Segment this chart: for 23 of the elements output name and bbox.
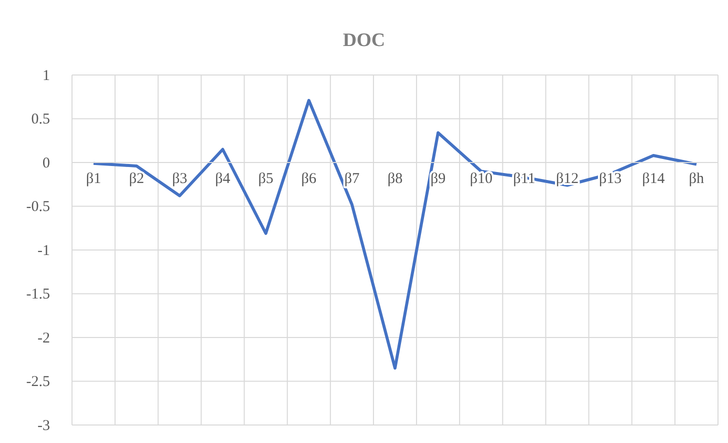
x-tick-label: βh xyxy=(688,171,705,188)
y-tick-label: -3 xyxy=(38,418,50,434)
x-tick-label: β5 xyxy=(258,171,274,188)
y-tick-label: -2.5 xyxy=(26,374,50,390)
y-tick-label: 0.5 xyxy=(31,112,50,128)
y-tick-label: -2 xyxy=(38,330,50,346)
x-tick-label: β13 xyxy=(599,171,622,188)
x-tick-label: β3 xyxy=(172,171,188,188)
x-tick-label: β9 xyxy=(430,171,446,188)
y-tick-label: 1 xyxy=(42,68,50,84)
x-tick-label: β7 xyxy=(344,171,360,188)
y-tick-label: 0 xyxy=(42,155,50,172)
x-tick-label: β14 xyxy=(642,171,666,188)
x-tick-label: β8 xyxy=(387,171,403,188)
chart-title: DOC xyxy=(342,30,386,51)
y-tick-label: -1.5 xyxy=(26,286,50,303)
x-tick-label: β6 xyxy=(301,171,317,188)
x-tick-label: β2 xyxy=(129,171,144,188)
x-tick-label: β10 xyxy=(470,171,492,188)
y-tick-label: -0.5 xyxy=(26,199,50,216)
x-tick-label: β4 xyxy=(215,171,231,188)
x-tick-label: β1 xyxy=(86,171,102,188)
y-tick-label: -1 xyxy=(38,242,50,259)
